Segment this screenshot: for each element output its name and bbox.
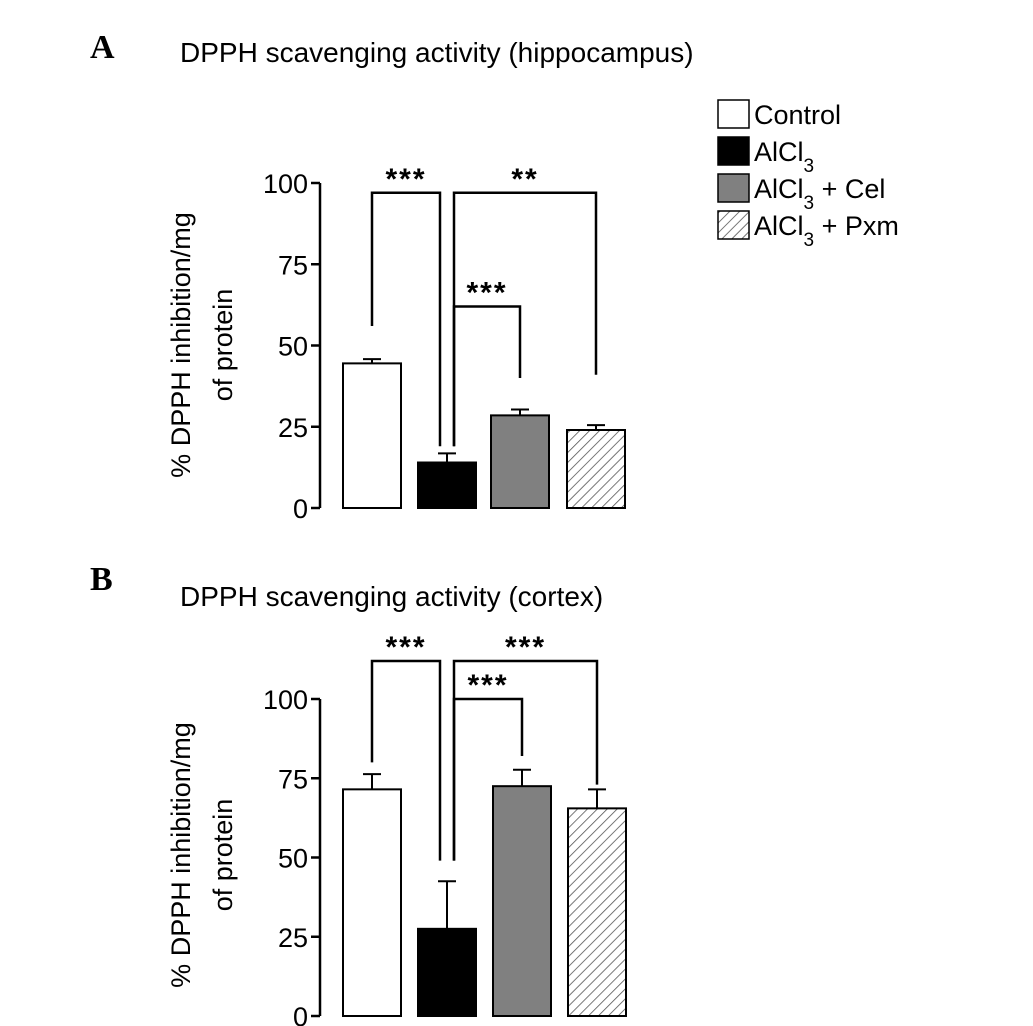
panel-b-y-label-line2: of protein: [208, 799, 238, 912]
legend-label: AlCl3: [754, 137, 814, 177]
y-tick-label: 0: [293, 1002, 308, 1026]
panel-a-y-label-line2: of protein: [208, 289, 238, 402]
bar-control: [342, 362, 402, 509]
panel-b-y-label-line1: % DPPH inhibition/mg: [166, 722, 196, 988]
panel-a-letter: A: [90, 29, 115, 66]
legend-label: Control: [754, 100, 841, 130]
bar-alcl3: [417, 927, 477, 1018]
y-tick-label: 25: [278, 413, 308, 443]
y-tick-label: 75: [278, 250, 308, 280]
significance-bracket: [452, 697, 524, 861]
legend-swatch-black: [717, 136, 750, 166]
panel-a: A DPPH scavenging activity (hippocampus)…: [90, 29, 694, 524]
y-tick-label: 100: [263, 685, 308, 715]
significance-bracket: [452, 305, 522, 447]
y-tick-label: 100: [263, 169, 308, 199]
panel-b-letter: B: [90, 561, 113, 598]
bar-alcl3-cel: [492, 785, 552, 1017]
significance-label: ***: [385, 163, 426, 196]
y-tick-label: 25: [278, 923, 308, 953]
legend-swatch-hatch: [717, 210, 750, 240]
significance-bracket: [370, 191, 442, 447]
panel-a-title: DPPH scavenging activity (hippocampus): [180, 37, 694, 68]
legend-label: AlCl3 + Pxm: [754, 211, 899, 251]
bar-control: [342, 788, 402, 1017]
bar-alcl3: [417, 461, 477, 509]
y-tick-label: 75: [278, 764, 308, 794]
panel-b-plot: 0 25 50 75 100 *** *** ***: [263, 631, 627, 1026]
panel-a-y-label-line1: % DPPH inhibition/mg: [166, 212, 196, 478]
y-tick-label: 50: [278, 332, 308, 362]
legend-swatch-gray: [717, 173, 750, 203]
significance-label: **: [511, 163, 538, 196]
y-tick-label: 50: [278, 844, 308, 874]
panel-b: B DPPH scavenging activity (cortex) % DP…: [90, 561, 627, 1026]
significance-label: ***: [505, 631, 546, 664]
panel-b-title: DPPH scavenging activity (cortex): [180, 581, 603, 612]
legend-swatch-white: [717, 99, 750, 129]
significance-label: ***: [467, 669, 508, 702]
significance-bracket: [452, 191, 598, 447]
significance-label: ***: [385, 631, 426, 664]
significance-label: ***: [466, 277, 507, 310]
bar-alcl3-pxm: [566, 429, 626, 509]
y-tick-label: 0: [293, 494, 308, 524]
significance-bracket: [370, 659, 442, 861]
legend-label: AlCl3 + Cel: [754, 174, 885, 214]
bar-alcl3-pxm: [567, 807, 627, 1017]
bar-alcl3-cel: [490, 414, 550, 509]
